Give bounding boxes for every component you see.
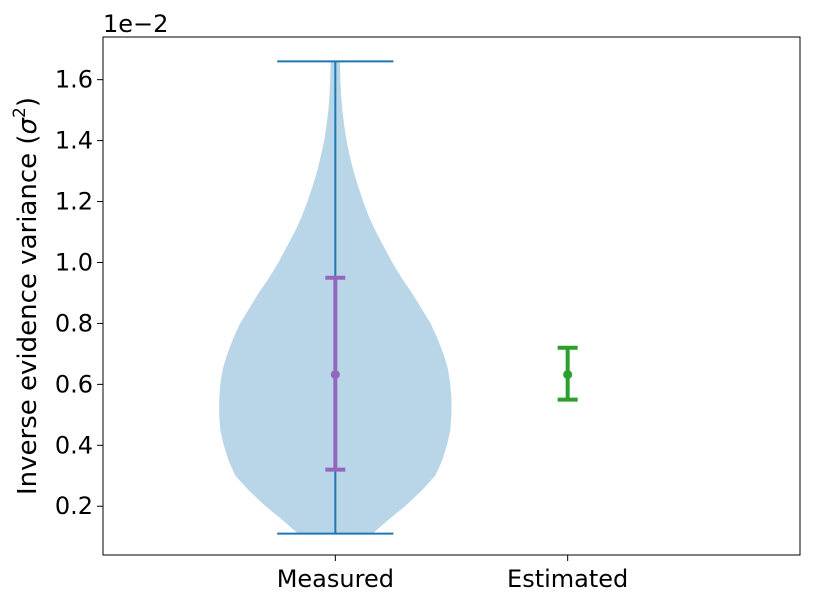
mean-point-1 <box>563 370 573 380</box>
y-tick-label: 1.2 <box>55 188 93 216</box>
y-tick-label: 1.0 <box>55 248 93 276</box>
y-axis-label: Inverse evidence variance (σ2) <box>10 97 43 495</box>
plot-frame <box>102 36 801 556</box>
x-tick-label: Measured <box>277 565 394 593</box>
y-tick-label: 1.4 <box>55 127 93 155</box>
y-tick-label: 0.2 <box>55 492 93 520</box>
tick-layer: 0.2 0.4 0.6 0.8 1.0 1.2 1.4 1.6 Measured Estimate… <box>55 66 628 593</box>
y-tick-label: 0.8 <box>55 309 93 337</box>
mean-point-0 <box>330 370 340 380</box>
y-offset-text: 1e−2 <box>103 10 168 38</box>
y-tick-label: 0.4 <box>55 431 93 459</box>
y-tick-label: 0.6 <box>55 370 93 398</box>
y-tick-label: 1.6 <box>55 66 93 94</box>
error-bar-layer <box>325 275 578 472</box>
x-tick-label: Estimated <box>507 565 628 593</box>
